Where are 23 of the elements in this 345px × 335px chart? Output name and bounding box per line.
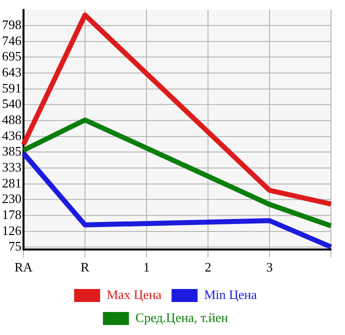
y-tick-label: 591 (2, 80, 22, 96)
x-tick-label: RA (14, 260, 34, 275)
y-tick-label: 178 (2, 206, 22, 222)
y-tick-label: 230 (2, 190, 22, 206)
y-tick-label: 281 (2, 175, 22, 190)
legend-label: Min Цена (204, 286, 258, 302)
y-tick-label: 333 (2, 159, 22, 174)
x-tick-label: 2 (204, 260, 212, 275)
x-tick-label: R (80, 260, 90, 275)
y-tick-label: 75 (8, 238, 22, 254)
legend-label: Max Цена (106, 286, 162, 302)
y-tick-label: 798 (2, 17, 22, 32)
y-tick-label: 695 (2, 48, 22, 64)
y-tick-label: 126 (2, 222, 22, 238)
y-tick-label: 488 (2, 112, 22, 127)
y-tick-label: 385 (2, 144, 22, 159)
y-tick-label: 746 (2, 33, 22, 48)
x-tick-label: 1 (143, 260, 150, 275)
x-tick-label: 3 (266, 260, 273, 275)
y-tick-label: 540 (2, 96, 22, 112)
y-tick-label: 643 (2, 64, 22, 80)
y-tick-label: 436 (2, 128, 22, 143)
legend-label: Сред.Цена, т.йен (135, 310, 228, 325)
